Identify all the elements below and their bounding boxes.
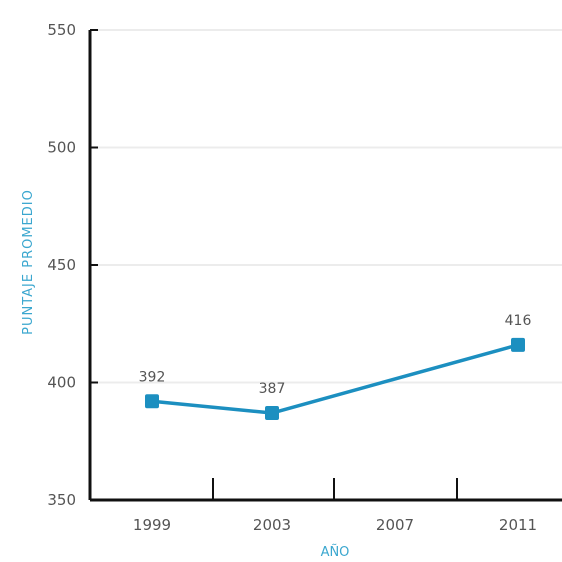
series-line	[151, 343, 519, 415]
y-tick-label-550: 550	[47, 21, 76, 39]
y-axis-label: PUNTAJE PROMEDIO	[21, 189, 36, 335]
y-tick-label-500: 500	[47, 139, 76, 157]
x-tick-label-2003: 2003	[253, 516, 291, 534]
x-axis-label: AÑO	[321, 544, 350, 560]
y-tick-label-400: 400	[47, 374, 76, 392]
data-label-2011: 416	[505, 313, 532, 329]
x-tick-label-1999: 1999	[133, 516, 171, 534]
data-label-1999: 392	[139, 369, 166, 385]
y-tick-label-350: 350	[47, 491, 76, 509]
data-point-1999	[145, 394, 159, 409]
axes	[88, 29, 562, 502]
x-tick-label-2007: 2007	[376, 516, 414, 534]
x-tick-label-2011: 2011	[499, 516, 537, 534]
data-point-2011	[511, 337, 525, 352]
x-tick-labels: 1999 2003 2007 2011	[133, 516, 537, 534]
series-layer: 392 387 416	[139, 313, 532, 421]
data-label-2003: 387	[259, 381, 286, 397]
grid-lines	[90, 29, 562, 384]
y-tick-label-450: 450	[47, 256, 76, 274]
data-point-2003	[265, 406, 279, 421]
y-tick-labels: 350 400 450 500 550	[47, 21, 76, 509]
